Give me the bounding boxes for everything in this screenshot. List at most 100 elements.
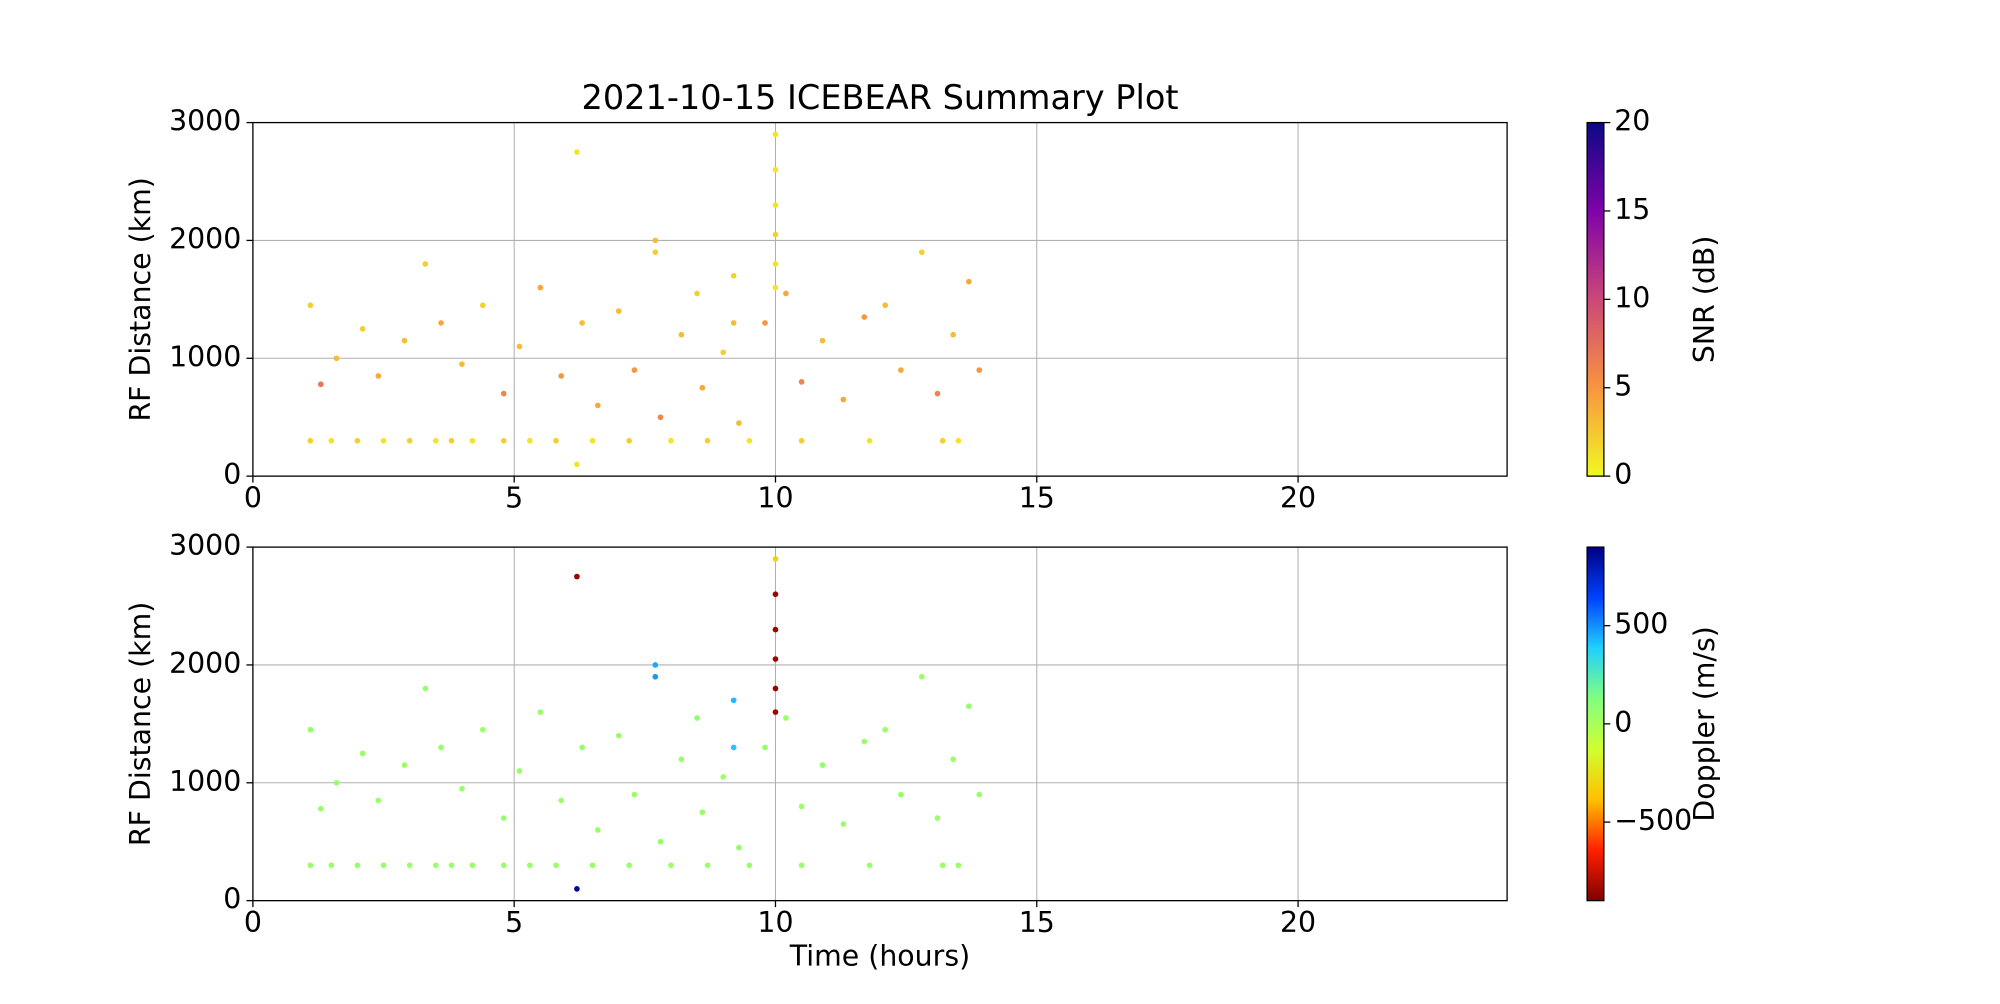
point bbox=[699, 809, 706, 816]
point bbox=[798, 379, 805, 385]
colorbar-label: SNR (dB) bbox=[1688, 236, 1721, 364]
point bbox=[819, 762, 826, 768]
point bbox=[965, 703, 972, 710]
point bbox=[730, 320, 737, 326]
point bbox=[307, 302, 314, 309]
x-tick-label: 15 bbox=[1019, 481, 1055, 514]
point bbox=[594, 827, 601, 833]
point bbox=[375, 797, 382, 804]
point bbox=[406, 437, 413, 444]
point bbox=[730, 272, 737, 279]
point bbox=[615, 732, 622, 739]
point bbox=[798, 803, 805, 810]
point bbox=[694, 715, 700, 721]
point bbox=[438, 744, 444, 751]
point bbox=[574, 461, 580, 468]
point bbox=[516, 343, 523, 350]
point bbox=[840, 821, 847, 827]
x-tick-label: 15 bbox=[1019, 906, 1055, 939]
point bbox=[401, 762, 408, 768]
y-axis-label: RF Distance (km) bbox=[124, 602, 157, 846]
point bbox=[772, 685, 779, 692]
colorbar-tick-label: 15 bbox=[1614, 193, 1650, 226]
point bbox=[480, 726, 486, 733]
point bbox=[422, 261, 429, 267]
point bbox=[615, 308, 622, 314]
point bbox=[359, 325, 366, 332]
point bbox=[354, 862, 361, 869]
point bbox=[537, 709, 544, 715]
point bbox=[558, 373, 565, 379]
point bbox=[469, 862, 476, 869]
point bbox=[375, 373, 382, 379]
point bbox=[500, 437, 507, 444]
point bbox=[798, 437, 805, 444]
point bbox=[918, 673, 925, 680]
point bbox=[527, 862, 533, 869]
point bbox=[527, 437, 533, 444]
colorbar-label: Doppler (m/s) bbox=[1688, 626, 1721, 821]
point bbox=[736, 844, 742, 851]
point bbox=[652, 673, 659, 680]
point bbox=[720, 349, 727, 356]
colorbar-tick-label: −500 bbox=[1614, 804, 1692, 837]
point bbox=[950, 756, 957, 763]
y-axis-label: RF Distance (km) bbox=[124, 177, 157, 421]
point bbox=[432, 862, 439, 869]
point bbox=[772, 709, 779, 715]
point bbox=[772, 656, 779, 662]
point bbox=[866, 862, 873, 869]
point bbox=[626, 862, 632, 869]
point bbox=[950, 331, 957, 338]
point bbox=[772, 131, 779, 138]
point bbox=[380, 862, 387, 869]
point bbox=[537, 284, 544, 291]
colorbar bbox=[1586, 121, 1605, 477]
point bbox=[631, 791, 638, 798]
point bbox=[798, 862, 805, 869]
point bbox=[438, 320, 444, 326]
point bbox=[772, 202, 779, 208]
point bbox=[746, 862, 753, 869]
point bbox=[772, 284, 779, 291]
point bbox=[898, 367, 904, 373]
point bbox=[840, 396, 847, 403]
point bbox=[694, 290, 700, 297]
colorbar-tick-label: 0 bbox=[1614, 706, 1632, 739]
x-tick-label: 5 bbox=[505, 906, 523, 939]
y-tick-label: 1000 bbox=[169, 765, 241, 798]
point bbox=[652, 237, 659, 244]
point bbox=[746, 437, 753, 444]
point bbox=[359, 750, 366, 757]
point bbox=[657, 838, 664, 845]
point bbox=[939, 437, 946, 444]
point bbox=[882, 302, 889, 309]
point bbox=[500, 390, 507, 397]
x-tick-label: 10 bbox=[757, 481, 793, 514]
point bbox=[861, 314, 868, 320]
point bbox=[354, 437, 361, 444]
y-tick-label: 0 bbox=[223, 883, 241, 916]
point bbox=[730, 697, 737, 704]
point bbox=[976, 367, 983, 373]
y-tick-label: 1000 bbox=[169, 340, 241, 373]
x-tick-label: 5 bbox=[505, 481, 523, 514]
point bbox=[516, 768, 523, 774]
colorbar bbox=[1586, 546, 1605, 902]
point bbox=[668, 437, 674, 444]
y-tick-label: 3000 bbox=[169, 105, 241, 138]
point bbox=[783, 715, 789, 721]
point bbox=[772, 166, 779, 173]
point bbox=[861, 738, 868, 745]
point bbox=[918, 249, 925, 256]
point bbox=[772, 231, 779, 238]
point bbox=[730, 744, 737, 751]
point bbox=[406, 862, 413, 869]
point bbox=[574, 149, 580, 155]
point bbox=[652, 662, 659, 668]
colorbar-tick-label: 500 bbox=[1614, 608, 1668, 641]
point bbox=[328, 437, 335, 444]
point bbox=[631, 367, 638, 373]
